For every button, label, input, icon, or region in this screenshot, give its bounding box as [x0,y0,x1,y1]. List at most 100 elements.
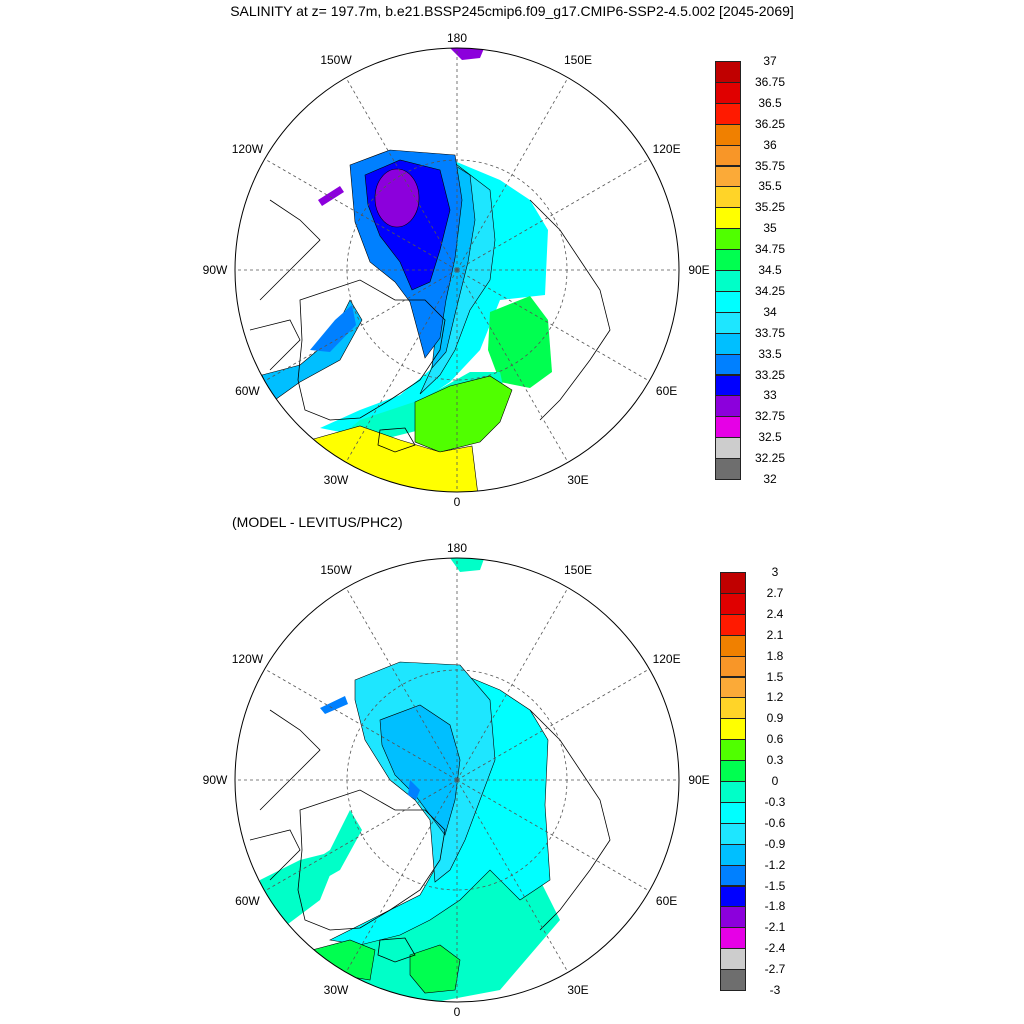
colorbar-label: 35 [763,221,777,236]
colorbar-label: 33.75 [754,325,786,340]
longitude-label: 30W [323,472,349,487]
longitude-label: 90W [202,773,228,787]
diff-fill-channel [300,810,362,890]
colorbar-box [720,969,746,991]
colorbar-label: 0.6 [766,732,784,747]
longitude-label: 0 [453,495,461,509]
longitude-label: 30W [323,982,349,997]
longitude-label: 60W [235,384,260,398]
contour-fill-channel [261,299,363,403]
colorbar-label: 33.25 [754,367,786,382]
longitude-label: 150E [563,563,593,578]
colorbar-box [715,228,741,251]
colorbar-box [720,885,746,908]
colorbar-box [720,634,746,657]
colorbar-label: 35.5 [758,179,782,194]
colorbar-box [720,822,746,845]
latitude-circle [346,159,568,381]
longitude-label: 150W [320,53,352,68]
meridian-line [264,158,458,271]
colorbar-box [715,165,741,188]
colorbar-label: 36.25 [754,116,786,131]
colorbar-box [715,102,741,125]
colorbar-label: 1.2 [766,690,784,705]
meridian-line [345,587,458,781]
meridian-line [456,779,650,892]
longitude-label: 180 [446,541,468,555]
colorbar-box [720,613,746,636]
colorbar-box [720,781,746,803]
colorbar-box [715,353,741,376]
colorbar-label: 34 [763,304,777,319]
colorbar-box [715,249,741,271]
longitude-label: 90E [688,263,710,277]
colorbar-box [720,718,746,741]
coastline [249,709,611,963]
meridian-line [456,779,569,973]
colorbar-box [720,697,746,720]
longitude-label: 60E [655,894,678,908]
longitude-label: 90W [202,263,228,277]
figure-title: SALINITY at z= 197.7m, b.e21.BSSP245cmip… [230,3,794,19]
colorbar-label: 33 [763,388,777,403]
colorbar-box [720,592,746,615]
contour-fill-34.5-east [488,296,552,388]
colorbar-label: 34.5 [758,263,782,277]
contour-fill-baffin [310,305,356,352]
longitude-label: 120W [231,142,264,156]
colorbar-box [715,332,741,355]
meridian-line [264,779,458,892]
colorbar-box [720,676,746,699]
colorbar-box [720,572,746,594]
colorbar-label: 2.1 [766,627,784,642]
colorbar-label: -1.5 [764,878,786,893]
colorbar-label: 2.7 [766,585,784,600]
longitude-label: 150W [320,563,352,578]
colorbar-box [715,144,741,167]
colorbar-label: 1.8 [766,648,784,663]
colorbar-box [715,416,741,439]
colorbar-box [720,864,746,887]
colorbar-label: 36.75 [754,74,786,89]
colorbar-label: -1.8 [764,899,786,914]
colorbar-box [715,270,741,292]
salinity-map-border [234,47,680,493]
meridian-line [264,668,458,781]
colorbar-label: 32 [763,472,777,486]
colorbar-label: 36 [763,137,777,152]
colorbar-box [715,207,741,230]
salinity-map-grid [235,48,679,492]
colorbar-box [720,927,746,950]
longitude-label: 0 [453,1005,461,1019]
colorbar-label: 0.3 [766,753,784,768]
meridian-line [456,668,650,781]
colorbar-label: 34.75 [754,242,786,257]
longitude-label: 120W [231,652,264,666]
colorbar-box [720,948,746,971]
colorbar-label: 32.5 [758,430,782,445]
longitude-label: 120E [652,652,681,666]
meridian-line [456,158,650,271]
colorbar-box [715,437,741,460]
colorbar-label: 3 [771,565,779,579]
colorbar-label: -2.1 [764,920,786,935]
longitude-label: 60W [235,894,260,908]
colorbar-label: -0.6 [764,815,786,830]
colorbar-box [715,290,741,313]
diff-fill-top [450,558,485,572]
colorbar-label: 0.9 [766,711,784,726]
colorbar-label: -1.2 [764,857,786,872]
colorbar-box [720,843,746,866]
colorbar-label: 33.5 [758,346,782,361]
colorbar-box [715,458,741,480]
colorbar-label: 0 [771,774,779,788]
contour-fill-top-magenta [450,48,485,60]
colorbar-box [715,123,741,146]
difference-map-grid [235,558,679,1002]
colorbar-box [720,760,746,782]
colorbar-box [715,61,741,83]
colorbar-box [715,395,741,418]
colorbar-box [720,739,746,762]
colorbar-box [715,81,741,104]
colorbar-label: 36.5 [758,95,782,110]
